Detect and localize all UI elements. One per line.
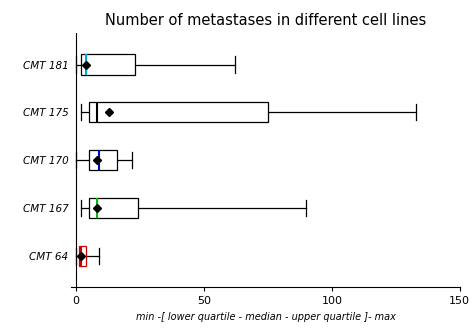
Bar	[89, 198, 137, 218]
Title: Number of metastases in different cell lines: Number of metastases in different cell l…	[105, 13, 426, 28]
Bar	[89, 102, 268, 123]
Bar	[89, 150, 117, 170]
Bar	[82, 54, 135, 74]
Bar	[79, 246, 86, 266]
X-axis label: min -[ lower quartile - median - upper quartile ]- max: min -[ lower quartile - median - upper q…	[136, 312, 395, 322]
